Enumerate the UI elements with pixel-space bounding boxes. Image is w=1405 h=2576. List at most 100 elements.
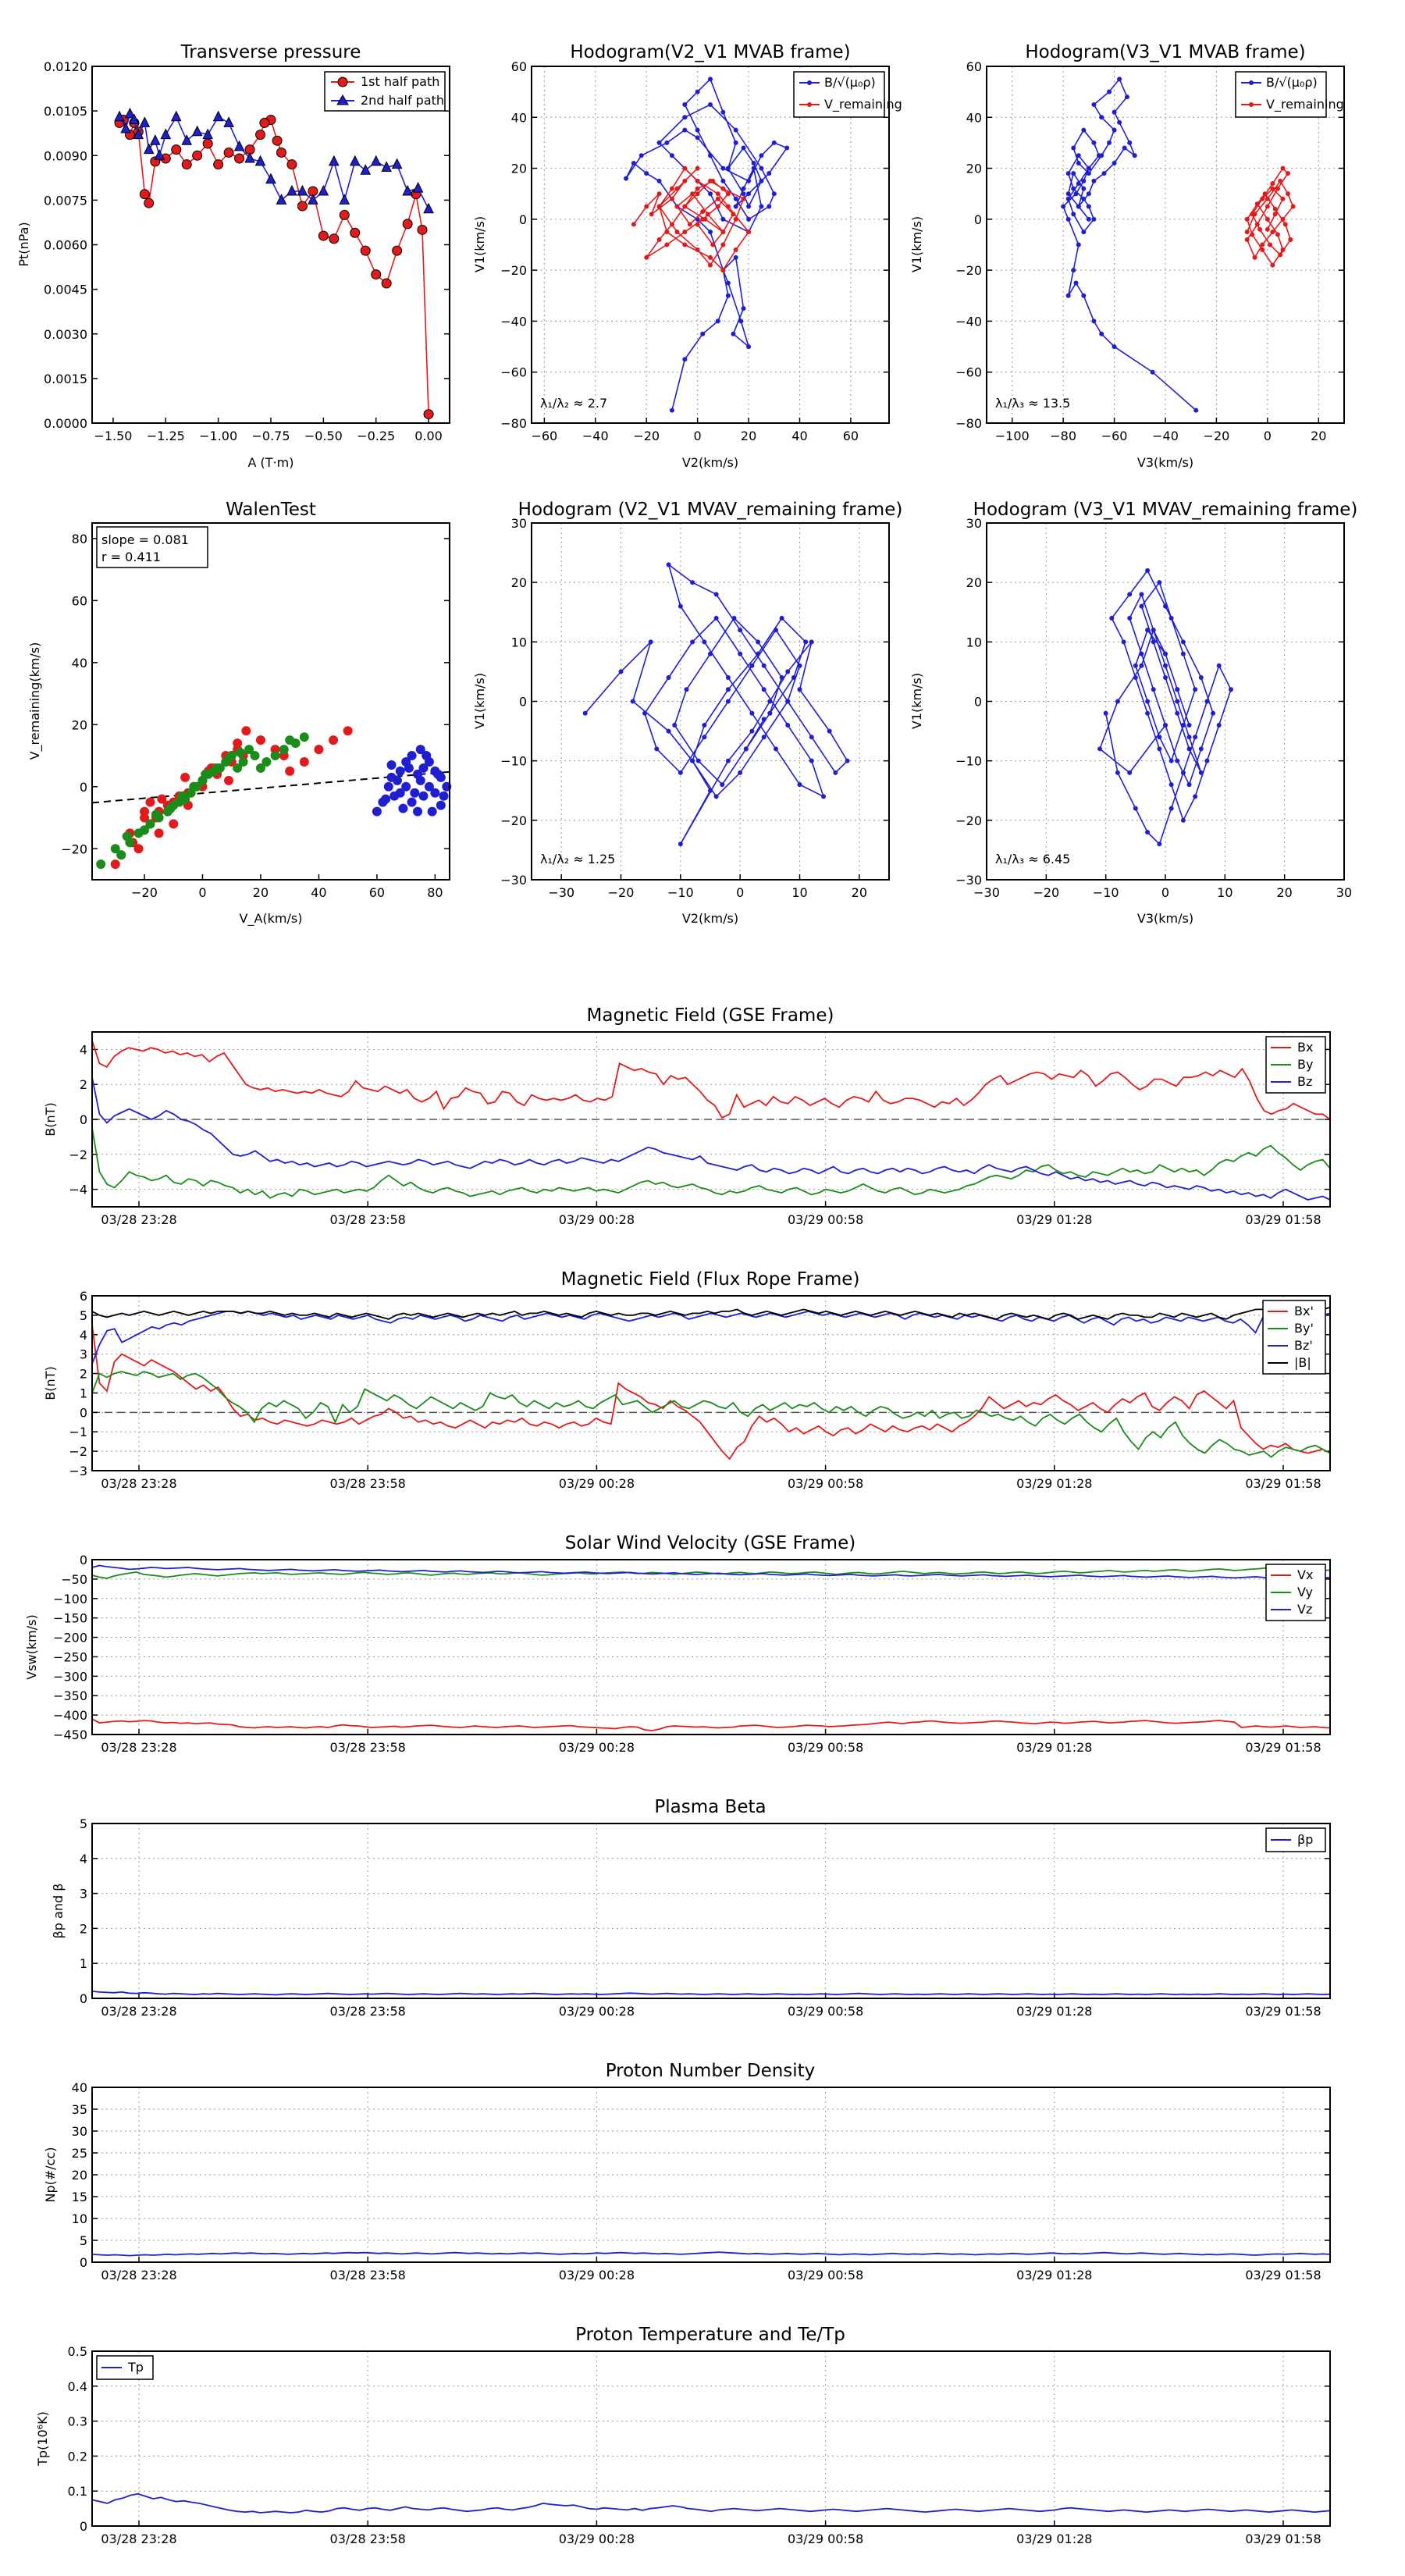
data-point (1254, 222, 1260, 227)
y-tick-label: 0.1 (68, 2484, 87, 2499)
panel-hodogram-v3-v1-mvab: Hodogram(V3_V1 MVAB frame) V3(km/s) V1(k… (909, 42, 1345, 470)
data-point (1139, 592, 1144, 597)
data-point (773, 746, 778, 752)
data-point (413, 806, 423, 817)
data-point (678, 603, 683, 609)
legend: Bx' By' Bz' |B| (1262, 1300, 1326, 1375)
y-tick-label: 0.0075 (44, 193, 87, 208)
x-tick-label: 03/29 01:28 (1016, 2532, 1092, 2546)
data-point (720, 268, 726, 273)
plot-frame (91, 1559, 1331, 1735)
x-tick-label: 20 (852, 885, 867, 900)
data-point (1112, 344, 1117, 350)
data-point (1257, 226, 1263, 232)
data-point (720, 165, 726, 171)
y-tick-label: 1 (80, 1386, 87, 1400)
y-tick-label: 0 (974, 695, 982, 710)
data-point (1175, 758, 1180, 763)
y-axis-label: Tp(10⁶K) (35, 2411, 50, 2467)
data-point (1286, 171, 1291, 176)
y-tick-label: −2 (69, 1147, 87, 1162)
data-point (139, 189, 150, 200)
data-point (649, 212, 654, 217)
data-point (631, 222, 636, 227)
data-point (1193, 407, 1199, 413)
data-point (682, 101, 688, 107)
x-tick-label: −1.00 (199, 429, 237, 443)
y-axis-label: βp and β (51, 1884, 66, 1939)
data-point (746, 204, 752, 209)
data-point (276, 194, 287, 205)
data-point (756, 639, 761, 645)
data-point (1288, 237, 1293, 242)
data-point (1101, 171, 1107, 176)
data-point (669, 153, 674, 158)
x-tick-label: 60 (843, 429, 859, 443)
data-point (759, 153, 764, 158)
x-tick-label: 03/29 01:58 (1245, 2268, 1321, 2282)
x-tick-label: 03/29 00:58 (788, 1476, 863, 1491)
data-point (1145, 699, 1151, 704)
legend-item: Bx (1297, 1040, 1313, 1055)
data-point (1216, 663, 1222, 668)
data-point (370, 155, 382, 166)
data-point (773, 628, 778, 633)
panel-hodogram-v3-v1-mvav: Hodogram (V3_V1 MVAV_remaining frame) V3… (909, 500, 1357, 926)
data-point (678, 841, 683, 847)
y-tick-label: −400 (53, 1708, 87, 1723)
data-point (690, 580, 695, 585)
data-point (297, 184, 308, 196)
data-point (713, 592, 719, 597)
data-point (360, 245, 371, 256)
data-point (1157, 746, 1162, 752)
data-point (272, 135, 283, 146)
legend: Tp (96, 2355, 154, 2380)
data-point (308, 194, 318, 205)
data-point (360, 164, 372, 175)
data-point (436, 800, 446, 810)
data-point (630, 699, 635, 704)
y-tick-label: 20 (511, 162, 527, 176)
data-point (213, 159, 224, 170)
y-tick-label: 0 (519, 212, 527, 227)
y-tick-label: 20 (72, 2168, 87, 2183)
data-point (1275, 186, 1280, 191)
y-tick-label: 40 (72, 2080, 87, 2095)
legend: 1st half path 2nd half path (324, 71, 446, 112)
data-point (1204, 758, 1210, 763)
legend-item: B/√(μ₀ρ) (1266, 75, 1318, 90)
plot-frame (91, 1295, 1331, 1471)
series-line (633, 167, 750, 272)
data-point (165, 803, 176, 813)
data-point (1071, 186, 1076, 191)
y-tick-label: −80 (955, 416, 982, 431)
data-point (666, 675, 671, 681)
data-point (682, 229, 688, 235)
data-point (695, 165, 700, 171)
y-tick-label: 0 (80, 1405, 87, 1420)
y-tick-label: −50 (61, 1572, 87, 1587)
data-point (725, 699, 731, 704)
slope-label: slope = 0.081 (101, 532, 189, 547)
data-point (809, 639, 814, 645)
data-point (746, 191, 752, 197)
series-line (91, 1040, 1331, 1120)
data-point (690, 758, 695, 763)
data-point (733, 204, 738, 209)
data-point (733, 254, 738, 260)
legend: Bx By Bz (1265, 1036, 1326, 1094)
data-point (779, 615, 784, 621)
x-axis-label: V3(km/s) (1137, 911, 1193, 926)
x-tick-label: 0 (198, 885, 206, 900)
y-tick-label: −100 (53, 1592, 87, 1606)
chart-title: Proton Temperature and Te/Tp (575, 2325, 845, 2345)
chart-title: Hodogram (V2_V1 MVAV_remaining frame) (518, 500, 903, 520)
x-tick-label: −60 (531, 429, 557, 443)
data-point (1124, 94, 1129, 100)
data-point (1076, 242, 1081, 247)
data-point (1145, 830, 1151, 835)
data-point (1061, 204, 1066, 209)
data-point (682, 357, 688, 362)
data-point (1109, 615, 1115, 621)
data-point (695, 222, 700, 227)
